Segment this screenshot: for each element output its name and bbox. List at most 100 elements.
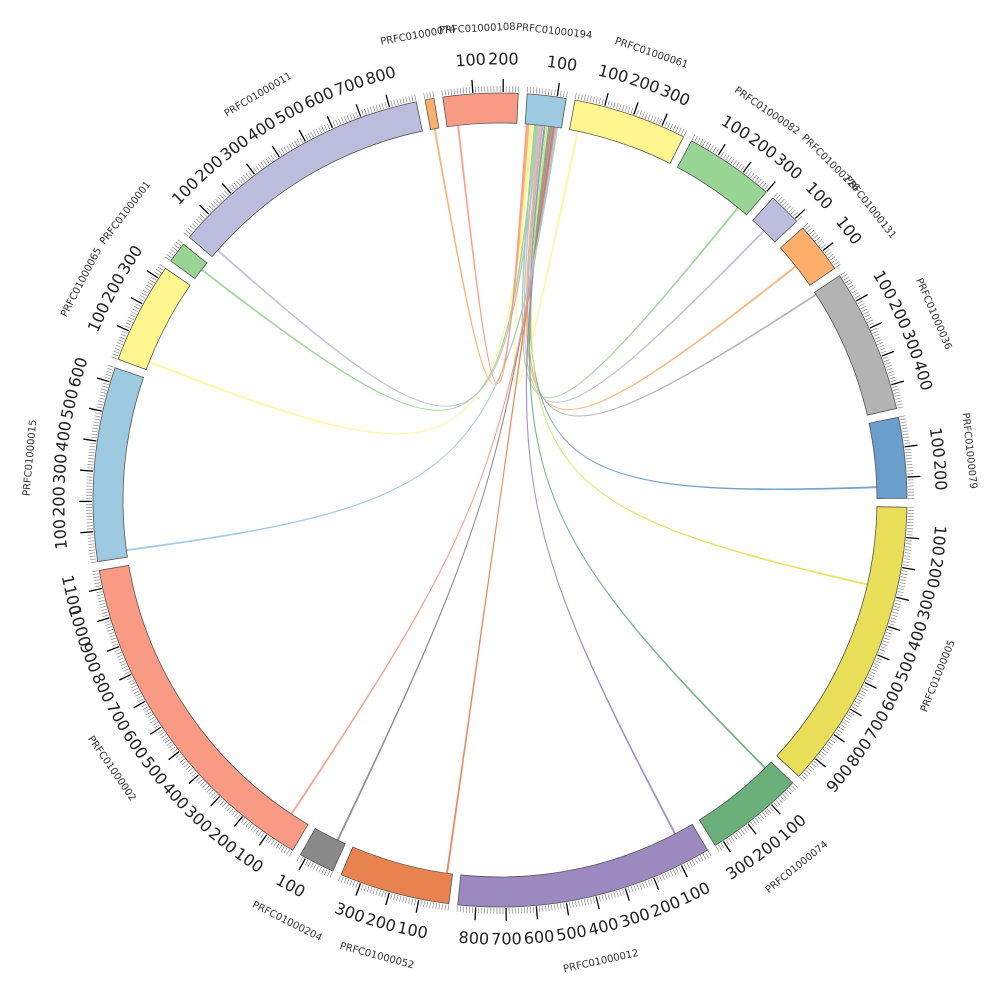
tick-minor	[299, 856, 303, 863]
tick-minor	[229, 808, 234, 814]
tick-minor	[93, 421, 100, 424]
tick-minor	[456, 88, 458, 95]
tick-minor	[902, 433, 909, 436]
tick-minor	[863, 684, 870, 689]
tick-minor	[390, 893, 393, 900]
tick-label: 200	[930, 459, 951, 491]
tick-minor	[621, 104, 625, 111]
tick-minor	[892, 611, 899, 614]
tick-minor	[126, 676, 133, 681]
tick-minor	[598, 98, 601, 105]
tick-major	[766, 181, 776, 192]
tick-minor	[224, 804, 229, 810]
tick-minor	[848, 711, 855, 716]
tick-minor	[97, 597, 104, 600]
tick-minor	[200, 781, 205, 786]
tick-minor	[105, 623, 112, 626]
tick-major	[385, 94, 391, 108]
tick-major	[661, 113, 668, 126]
tick-minor	[877, 342, 883, 345]
tick-minor	[840, 271, 846, 276]
tick-minor	[98, 600, 105, 603]
tick-minor	[172, 246, 178, 251]
tick-minor	[636, 884, 640, 891]
tick-minor	[572, 901, 574, 908]
tick-minor	[250, 825, 255, 831]
tick-minor	[905, 454, 912, 457]
tick-minor	[841, 274, 848, 278]
tick-minor	[89, 448, 96, 451]
link-prfc01000002	[290, 126, 557, 815]
tick-minor	[384, 102, 387, 109]
tick-minor	[659, 875, 663, 882]
tick-minor	[144, 708, 150, 713]
tick-minor	[892, 388, 899, 391]
tick-minor	[645, 881, 648, 887]
segment-prfc01000015	[92, 367, 144, 563]
tick-label: 300	[913, 588, 939, 622]
tick-minor	[740, 165, 745, 171]
tick-major	[604, 92, 609, 106]
tick-minor	[896, 400, 903, 403]
tick-minor	[107, 629, 114, 632]
chord-links	[125, 123, 878, 874]
tick-minor	[138, 698, 144, 702]
tick-minor	[132, 687, 139, 692]
tick-minor	[438, 903, 440, 910]
tick-minor	[847, 714, 853, 718]
tick-minor	[185, 765, 191, 770]
tick-minor	[799, 776, 805, 782]
tick-minor	[874, 660, 881, 664]
tick-major	[633, 102, 639, 115]
tick-minor	[88, 543, 95, 545]
tick-minor	[610, 892, 613, 899]
tick-minor	[423, 93, 426, 100]
tick-major	[106, 645, 120, 652]
tick-minor	[894, 394, 901, 397]
tick-minor	[411, 95, 414, 102]
tick-major	[565, 902, 570, 916]
tick-minor	[871, 328, 877, 332]
tick-minor	[142, 706, 149, 710]
tick-minor	[97, 400, 104, 403]
tick-minor	[681, 128, 685, 135]
tick-minor	[133, 306, 140, 310]
segment-prfc01000226	[752, 197, 798, 243]
tick-minor	[819, 753, 825, 758]
tick-minor	[886, 629, 893, 632]
tick-minor	[580, 94, 583, 101]
tick-major	[298, 129, 306, 142]
tick-minor	[181, 760, 187, 766]
tick-minor	[900, 576, 907, 578]
tick-minor	[586, 95, 589, 102]
tick-minor	[257, 163, 262, 169]
tick-minor	[782, 201, 787, 206]
tick-label: 100	[832, 213, 866, 249]
tick-minor	[900, 579, 907, 582]
tick-minor	[861, 308, 868, 312]
segment-prfc01000131	[779, 227, 836, 286]
tick-major	[887, 625, 901, 632]
tick-minor	[124, 325, 131, 329]
tick-minor	[888, 373, 895, 377]
tick-minor	[545, 88, 547, 95]
tick-minor	[210, 203, 216, 208]
tick-minor	[790, 209, 796, 215]
tick-minor	[363, 885, 367, 892]
tick-minor	[882, 356, 889, 360]
link-prfc01000131	[525, 124, 797, 410]
tick-minor	[678, 127, 682, 134]
tick-minor	[89, 555, 96, 557]
tick-minor	[92, 573, 99, 576]
tick-label: 100	[869, 267, 900, 303]
tick-minor	[206, 207, 212, 213]
tick-minor	[283, 146, 288, 153]
tick-major	[168, 751, 180, 761]
tick-minor	[255, 165, 260, 171]
segment-prfc01000074b	[424, 97, 440, 130]
tick-minor	[575, 900, 577, 907]
tick-minor	[750, 821, 755, 827]
tick-minor	[601, 894, 604, 901]
tick-minor	[253, 167, 258, 173]
segment-label: PRFC01000194	[515, 22, 592, 42]
